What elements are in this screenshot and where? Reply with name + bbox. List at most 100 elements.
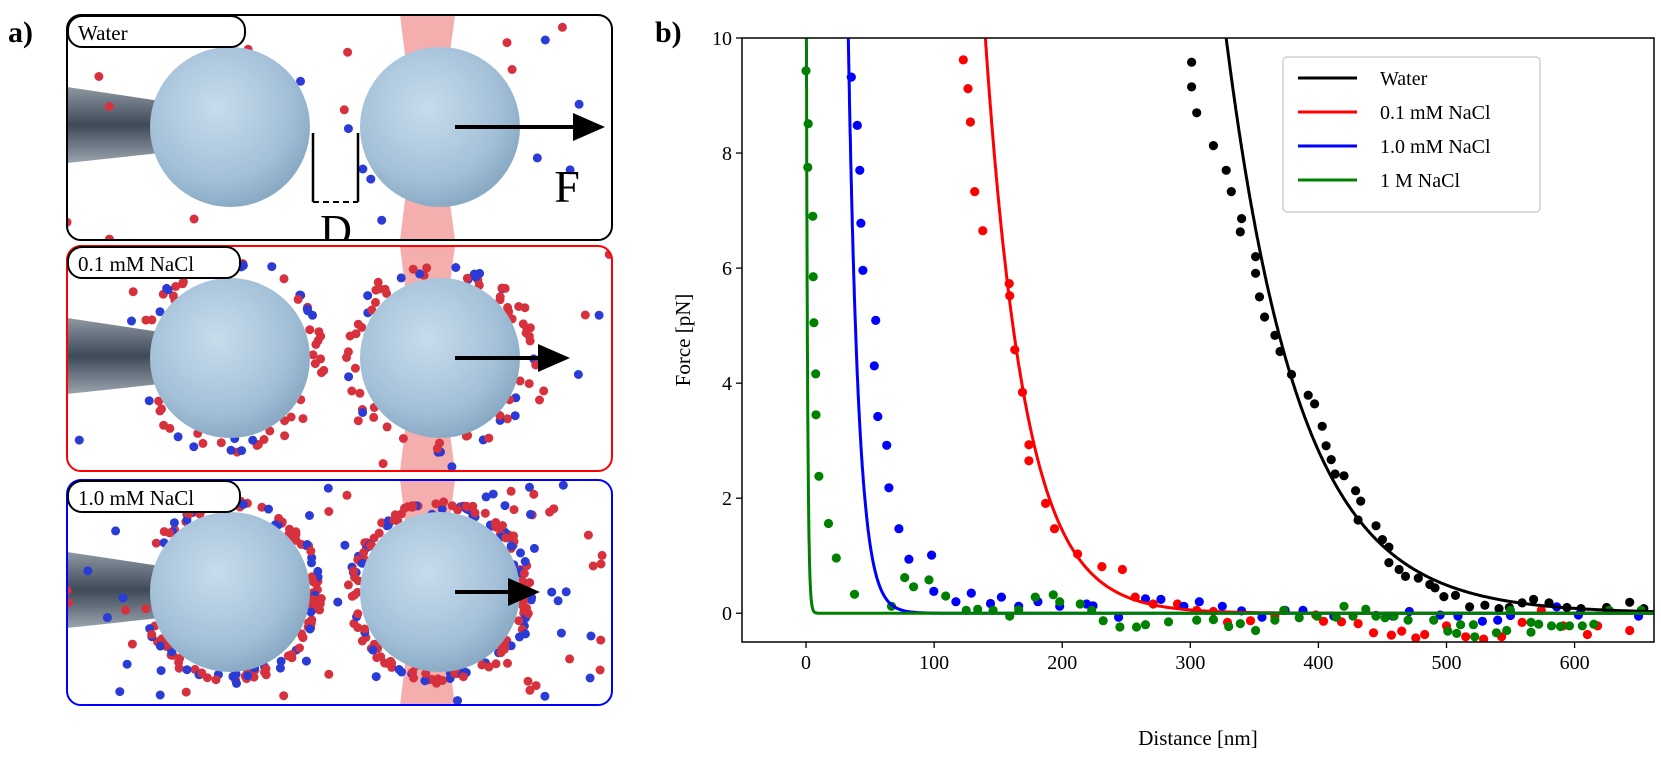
anion-ion — [469, 269, 479, 279]
cation-ion — [531, 681, 541, 691]
cation-ion — [293, 294, 303, 304]
cation-ion — [291, 527, 301, 537]
cation-ion — [67, 598, 73, 608]
fit-curve-0 — [1224, 38, 1654, 614]
trapped-bead-right — [360, 512, 520, 672]
panel-a-label: a) — [8, 16, 33, 49]
anion-ion — [308, 310, 317, 320]
cation-ion — [343, 580, 353, 590]
data-point — [1303, 390, 1313, 400]
cation-ion — [147, 629, 157, 639]
anion-ion — [305, 624, 315, 634]
cation-ion — [316, 331, 326, 341]
cation-ion — [387, 658, 397, 668]
x-axis-label: Distance [nm] — [1138, 726, 1258, 750]
y-axis-label: Force [pN] — [671, 294, 695, 387]
anion-ion — [182, 665, 192, 675]
data-point — [1397, 626, 1407, 636]
cation-ion — [525, 323, 535, 333]
anion-ion — [111, 526, 121, 536]
data-point — [894, 524, 904, 534]
cation-ion — [398, 434, 408, 443]
anion-ion — [169, 518, 179, 528]
anion-ion — [506, 641, 516, 651]
anion-ion — [243, 671, 253, 681]
scene-content: DF — [67, 15, 605, 240]
cation-ion — [141, 315, 151, 325]
anion-ion — [305, 511, 314, 520]
cation-ion — [407, 502, 417, 512]
anion-ion — [594, 310, 604, 320]
anion-ion — [481, 492, 491, 502]
data-point — [1208, 141, 1218, 151]
data-point — [1517, 617, 1527, 628]
anion-ion — [155, 690, 165, 700]
cation-ion — [260, 667, 269, 677]
data-point — [1235, 227, 1245, 237]
anion-ion — [118, 593, 128, 603]
trapped-bead-left — [150, 278, 310, 438]
data-point — [951, 597, 961, 607]
data-point — [855, 165, 865, 175]
plot-frame — [741, 37, 1655, 643]
data-point — [985, 598, 996, 609]
anion-ion — [155, 307, 165, 317]
x-tick-label: 500 — [1431, 652, 1461, 674]
scene-title-pill — [67, 15, 246, 48]
x-tick-label: 200 — [1047, 652, 1077, 674]
data-point — [873, 411, 883, 422]
cation-ion — [350, 363, 360, 373]
data-point — [1479, 634, 1489, 642]
scene-title: Water — [78, 21, 128, 45]
data-point — [958, 55, 968, 65]
cation-ion — [539, 386, 549, 396]
anion-ion — [102, 613, 112, 623]
cation-ion — [317, 368, 326, 378]
data-point — [965, 117, 976, 127]
cation-ion — [557, 22, 567, 32]
data-point — [1221, 165, 1231, 175]
y-tick-label: 6 — [722, 258, 732, 280]
data-point — [1582, 629, 1592, 640]
data-point — [1049, 524, 1060, 534]
cation-ion — [371, 297, 380, 307]
panel-b-label: b) — [655, 16, 682, 49]
data-point — [900, 573, 910, 583]
scene-1: 0.1 mM NaCl — [66, 245, 613, 472]
anion-ion — [371, 672, 381, 682]
data-point — [1224, 621, 1234, 632]
data-point — [996, 592, 1007, 602]
x-tick-label: 600 — [1560, 652, 1590, 674]
data-point — [927, 550, 937, 560]
x-tick-label: 0 — [801, 652, 811, 674]
data-point — [973, 604, 983, 614]
data-point — [1493, 615, 1503, 625]
cation-ion — [597, 550, 607, 560]
cation-ion — [495, 295, 505, 305]
data-point — [904, 554, 914, 564]
scene-frame — [66, 14, 613, 241]
cation-ion — [525, 685, 535, 695]
data-point — [1534, 619, 1544, 629]
anion-ion — [547, 587, 557, 597]
data-point — [1529, 594, 1539, 605]
anion-ion — [226, 445, 236, 455]
data-point — [1251, 268, 1261, 278]
data-point — [1048, 590, 1058, 600]
cation-ion — [484, 662, 494, 672]
series-0 — [1187, 57, 1649, 614]
data-point — [1450, 590, 1461, 601]
cation-ion — [515, 376, 525, 386]
y-tick-label: 0 — [722, 603, 732, 625]
data-point — [1098, 616, 1108, 626]
anion-ion — [248, 435, 258, 445]
data-point — [1404, 606, 1414, 617]
cation-ion — [458, 672, 468, 682]
anion-ion — [238, 499, 248, 509]
cation-ion — [365, 540, 375, 550]
cation-ion — [503, 658, 512, 668]
cation-ion — [154, 396, 164, 406]
scene-frame — [66, 479, 613, 706]
cation-ion — [349, 566, 358, 576]
cation-ion — [380, 658, 390, 668]
